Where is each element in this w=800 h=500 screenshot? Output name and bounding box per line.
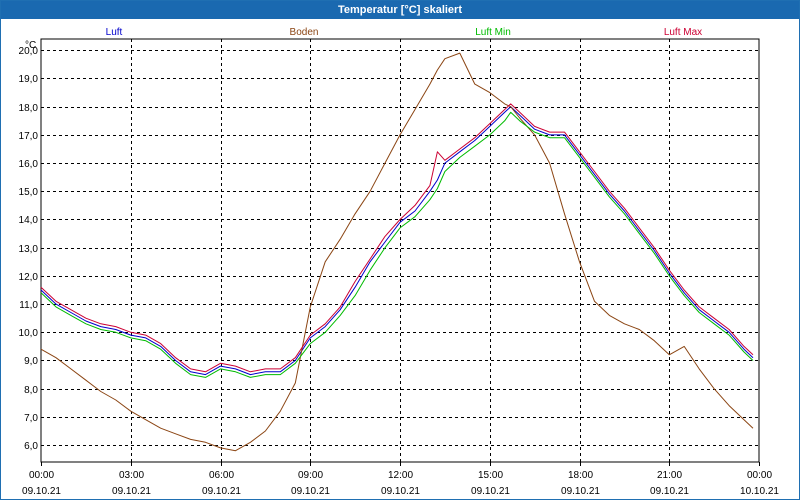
x-tick-time-label: 15:00 [478, 470, 503, 481]
y-tick-label: 13,0 [19, 244, 39, 255]
y-tick-label: 18,0 [19, 103, 39, 114]
x-tick-time-label: 12:00 [388, 470, 413, 481]
x-tick-time-label: 09:00 [298, 470, 323, 481]
x-tick-date-label: 09.10.21 [112, 486, 151, 497]
y-tick-label: 10,0 [19, 328, 39, 339]
x-tick-date-label: 10.10.21 [740, 486, 779, 497]
y-tick-label: 17,0 [19, 131, 39, 142]
y-tick-label: 12,0 [19, 272, 39, 283]
x-tick-date-label: 09.10.21 [561, 486, 600, 497]
y-tick-label: 7,0 [24, 413, 38, 424]
x-tick-date-label: 09.10.21 [202, 486, 241, 497]
x-tick-time-label: 00:00 [29, 470, 54, 481]
y-tick-label: 8,0 [24, 385, 38, 396]
legend-entry-luft-min: Luft Min [475, 27, 511, 38]
window-title: Temperatur [°C] skaliert [1, 1, 799, 19]
legend-entry-luft-max: Luft Max [664, 27, 702, 38]
x-tick-date-label: 09.10.21 [291, 486, 330, 497]
x-tick-date-label: 09.10.21 [650, 486, 689, 497]
x-tick-time-label: 06:00 [209, 470, 234, 481]
x-tick-date-label: 09.10.21 [471, 486, 510, 497]
y-tick-label: 9,0 [24, 356, 38, 367]
x-tick-time-label: 18:00 [568, 470, 593, 481]
y-axis-label: °C [25, 40, 36, 51]
y-tick-label: 11,0 [19, 300, 38, 311]
x-tick-date-label: 09.10.21 [22, 486, 61, 497]
series-line-luft-max [40, 103, 754, 373]
y-tick-label: 15,0 [19, 187, 39, 198]
series-line-luft-min [40, 111, 754, 378]
legend-entry-boden: Boden [290, 27, 319, 38]
legend-entry-luft: Luft [106, 27, 123, 38]
x-tick-time-label: 00:00 [747, 470, 772, 481]
y-tick-label: 14,0 [19, 215, 39, 226]
y-tick-label: 19,0 [19, 74, 39, 85]
x-tick-date-label: 09.10.21 [381, 486, 420, 497]
x-tick-time-label: 03:00 [119, 470, 144, 481]
y-tick-label: 16,0 [19, 159, 39, 170]
y-tick-label: 6,0 [24, 441, 38, 452]
x-tick-time-label: 21:00 [657, 470, 682, 481]
y-tick-label: 20,0 [19, 46, 39, 57]
series-line-boden [40, 52, 754, 452]
series-line-luft [40, 106, 754, 376]
